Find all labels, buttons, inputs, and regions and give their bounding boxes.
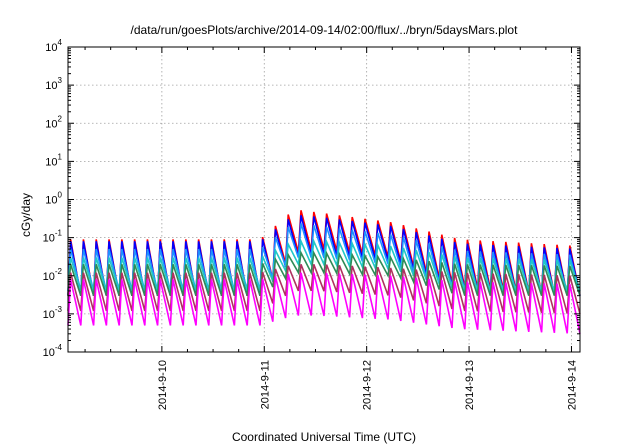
y-tick-label: 10-2 <box>43 267 63 283</box>
chart-title: /data/run/goesPlots/archive/2014-09-14/0… <box>131 23 519 37</box>
y-tick-label: 100 <box>45 191 62 207</box>
x-tick-label: 2014-9-13 <box>464 360 476 410</box>
x-tick-label: 2014-9-10 <box>157 360 169 410</box>
axis-ticks <box>68 46 580 353</box>
y-tick-label: 102 <box>45 114 62 130</box>
series-line <box>67 272 581 334</box>
x-tick-labels: 2014-9-10 2014-9-11 2014-9-12 2014-9-13 2014… <box>157 360 579 410</box>
y-tick-label: 103 <box>45 76 62 92</box>
x-tick-label: 2014-9-11 <box>259 360 271 409</box>
y-tick-label: 104 <box>45 38 62 54</box>
y-tick-label: 10-3 <box>43 305 63 321</box>
y-tick-labels: 10-4 10-3 10-2 10-1 100 101 102 103 104 <box>43 38 63 359</box>
y-tick-label: 101 <box>45 152 62 168</box>
grid <box>68 47 580 352</box>
y-axis-label: cGy/day <box>19 193 33 237</box>
x-tick-label: 2014-9-12 <box>362 360 374 410</box>
y-tick-label: 10-1 <box>43 229 63 245</box>
x-tick-label: 2014-9-14 <box>566 360 578 410</box>
series-lines <box>67 210 581 334</box>
x-axis-label: Coordinated Universal Time (UTC) <box>232 430 416 444</box>
y-tick-label: 10-4 <box>43 343 63 359</box>
